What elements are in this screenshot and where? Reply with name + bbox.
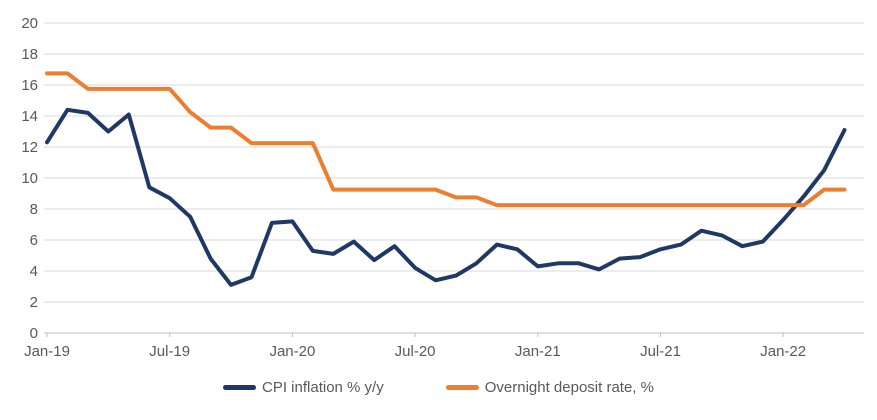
y-axis-label: 4 xyxy=(30,263,38,280)
series-line-deposit-rate xyxy=(45,71,847,208)
x-axis-label: Jul-20 xyxy=(395,343,436,360)
x-axis-label: Jan-19 xyxy=(24,343,70,360)
x-axis-label: Jul-19 xyxy=(149,343,190,360)
y-axis-label: 18 xyxy=(21,46,38,63)
y-axis-label: 20 xyxy=(21,15,38,32)
y-axis-label: 10 xyxy=(21,170,38,187)
legend-line-swatch-deposit-rate xyxy=(445,385,479,390)
x-axis-label: Jan-20 xyxy=(269,343,315,360)
series-line-cpi-inflation xyxy=(45,107,847,287)
y-axis-label: 2 xyxy=(30,294,38,311)
y-axis-label: 8 xyxy=(30,201,38,218)
y-axis-label: 0 xyxy=(30,325,38,342)
x-axis-label: Jan-21 xyxy=(515,343,561,360)
legend-label-cpi: CPI inflation % y/y xyxy=(262,379,384,396)
y-axis-label: 6 xyxy=(30,232,38,249)
plot-area: 0 2 4 6 8 10 12 14 16 18 20 Jan-19 Jul-19 Jan-20 Jul-2… xyxy=(21,15,864,360)
legend-item-deposit-rate: Overnight deposit rate, % xyxy=(445,379,654,396)
legend-line-swatch-cpi xyxy=(223,385,256,390)
legend: CPI inflation % y/y Overnight deposit ra… xyxy=(0,379,877,396)
x-axis-label: Jul-21 xyxy=(640,343,681,360)
legend-item-cpi-inflation: CPI inflation % y/y xyxy=(223,379,384,396)
legend-label-deposit-rate: Overnight deposit rate, % xyxy=(484,379,654,396)
y-axis-label: 16 xyxy=(21,77,38,94)
y-axis-label: 14 xyxy=(21,108,38,125)
y-axis-label: 12 xyxy=(21,139,38,156)
x-axis-label: Jan-22 xyxy=(760,343,806,360)
